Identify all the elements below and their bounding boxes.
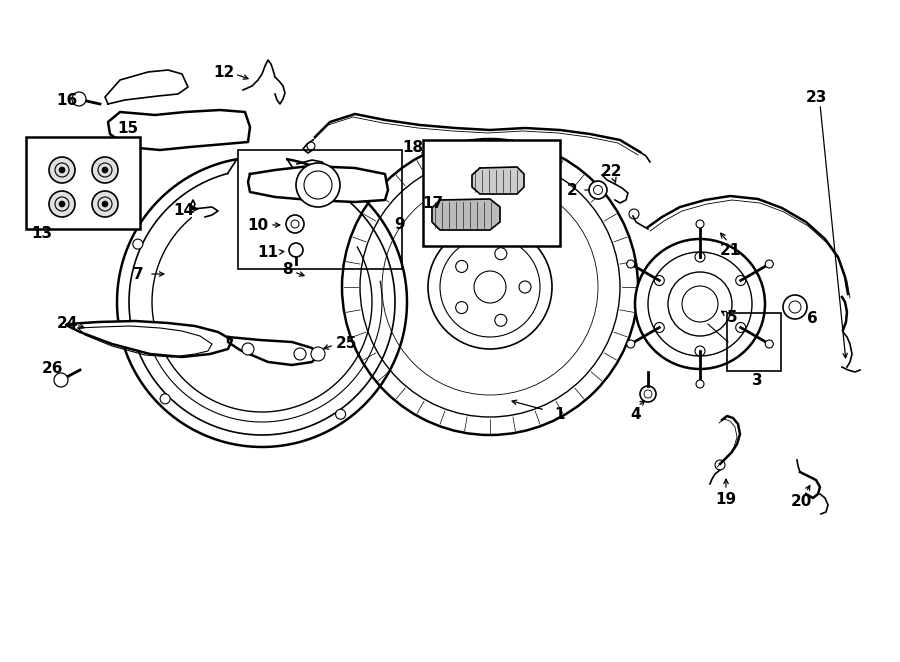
Circle shape: [336, 409, 346, 419]
Text: 24: 24: [57, 316, 77, 330]
Circle shape: [695, 346, 705, 356]
Polygon shape: [432, 199, 500, 230]
Circle shape: [49, 191, 75, 217]
Circle shape: [455, 302, 468, 314]
Circle shape: [296, 163, 340, 207]
Text: 15: 15: [117, 120, 139, 136]
Circle shape: [49, 157, 75, 183]
Text: 5: 5: [726, 310, 737, 324]
Circle shape: [495, 248, 507, 260]
Circle shape: [735, 322, 746, 332]
Text: 18: 18: [402, 140, 424, 154]
Text: 11: 11: [257, 244, 278, 260]
Polygon shape: [228, 337, 318, 365]
Circle shape: [626, 340, 634, 348]
Circle shape: [696, 220, 704, 228]
Circle shape: [102, 201, 108, 207]
Circle shape: [654, 322, 664, 332]
Text: 19: 19: [716, 491, 736, 506]
Circle shape: [160, 394, 170, 404]
Circle shape: [59, 167, 65, 173]
Polygon shape: [108, 110, 250, 150]
Polygon shape: [248, 166, 388, 202]
Text: 4: 4: [631, 406, 642, 422]
Circle shape: [92, 191, 118, 217]
Circle shape: [92, 157, 118, 183]
Circle shape: [783, 295, 807, 319]
Polygon shape: [472, 167, 524, 194]
Circle shape: [289, 243, 303, 257]
Circle shape: [286, 215, 304, 233]
Text: 26: 26: [41, 361, 63, 375]
Circle shape: [654, 275, 664, 285]
Text: 8: 8: [282, 261, 292, 277]
FancyBboxPatch shape: [26, 137, 140, 229]
Circle shape: [294, 348, 306, 360]
Text: 14: 14: [174, 203, 194, 218]
Circle shape: [428, 225, 552, 349]
Circle shape: [455, 260, 468, 273]
Circle shape: [640, 386, 656, 402]
Circle shape: [695, 252, 705, 262]
Circle shape: [635, 239, 765, 369]
Circle shape: [765, 340, 773, 348]
Text: 23: 23: [806, 89, 827, 105]
Text: 25: 25: [336, 336, 356, 350]
Circle shape: [54, 373, 68, 387]
Circle shape: [519, 281, 531, 293]
Text: 13: 13: [32, 226, 52, 240]
FancyBboxPatch shape: [423, 140, 560, 246]
Circle shape: [765, 260, 773, 268]
Text: 1: 1: [554, 406, 565, 422]
Text: 17: 17: [422, 195, 444, 211]
Circle shape: [59, 201, 65, 207]
Text: 2: 2: [567, 183, 578, 197]
Text: 6: 6: [806, 310, 817, 326]
Circle shape: [589, 181, 607, 199]
Circle shape: [696, 380, 704, 388]
Circle shape: [133, 239, 143, 249]
Circle shape: [72, 92, 86, 106]
Text: 9: 9: [395, 216, 405, 232]
Text: 12: 12: [213, 64, 235, 79]
Circle shape: [495, 314, 507, 326]
Circle shape: [342, 139, 638, 435]
Text: 21: 21: [719, 242, 741, 258]
Circle shape: [626, 260, 634, 268]
Text: 16: 16: [57, 93, 77, 107]
Polygon shape: [66, 321, 232, 357]
Text: 10: 10: [248, 218, 268, 232]
Circle shape: [102, 167, 108, 173]
Circle shape: [735, 275, 746, 285]
Text: 22: 22: [601, 164, 623, 179]
Circle shape: [242, 343, 254, 355]
Circle shape: [311, 347, 325, 361]
Text: 3: 3: [752, 373, 762, 387]
Text: 7: 7: [132, 267, 143, 281]
Text: 20: 20: [790, 493, 812, 508]
